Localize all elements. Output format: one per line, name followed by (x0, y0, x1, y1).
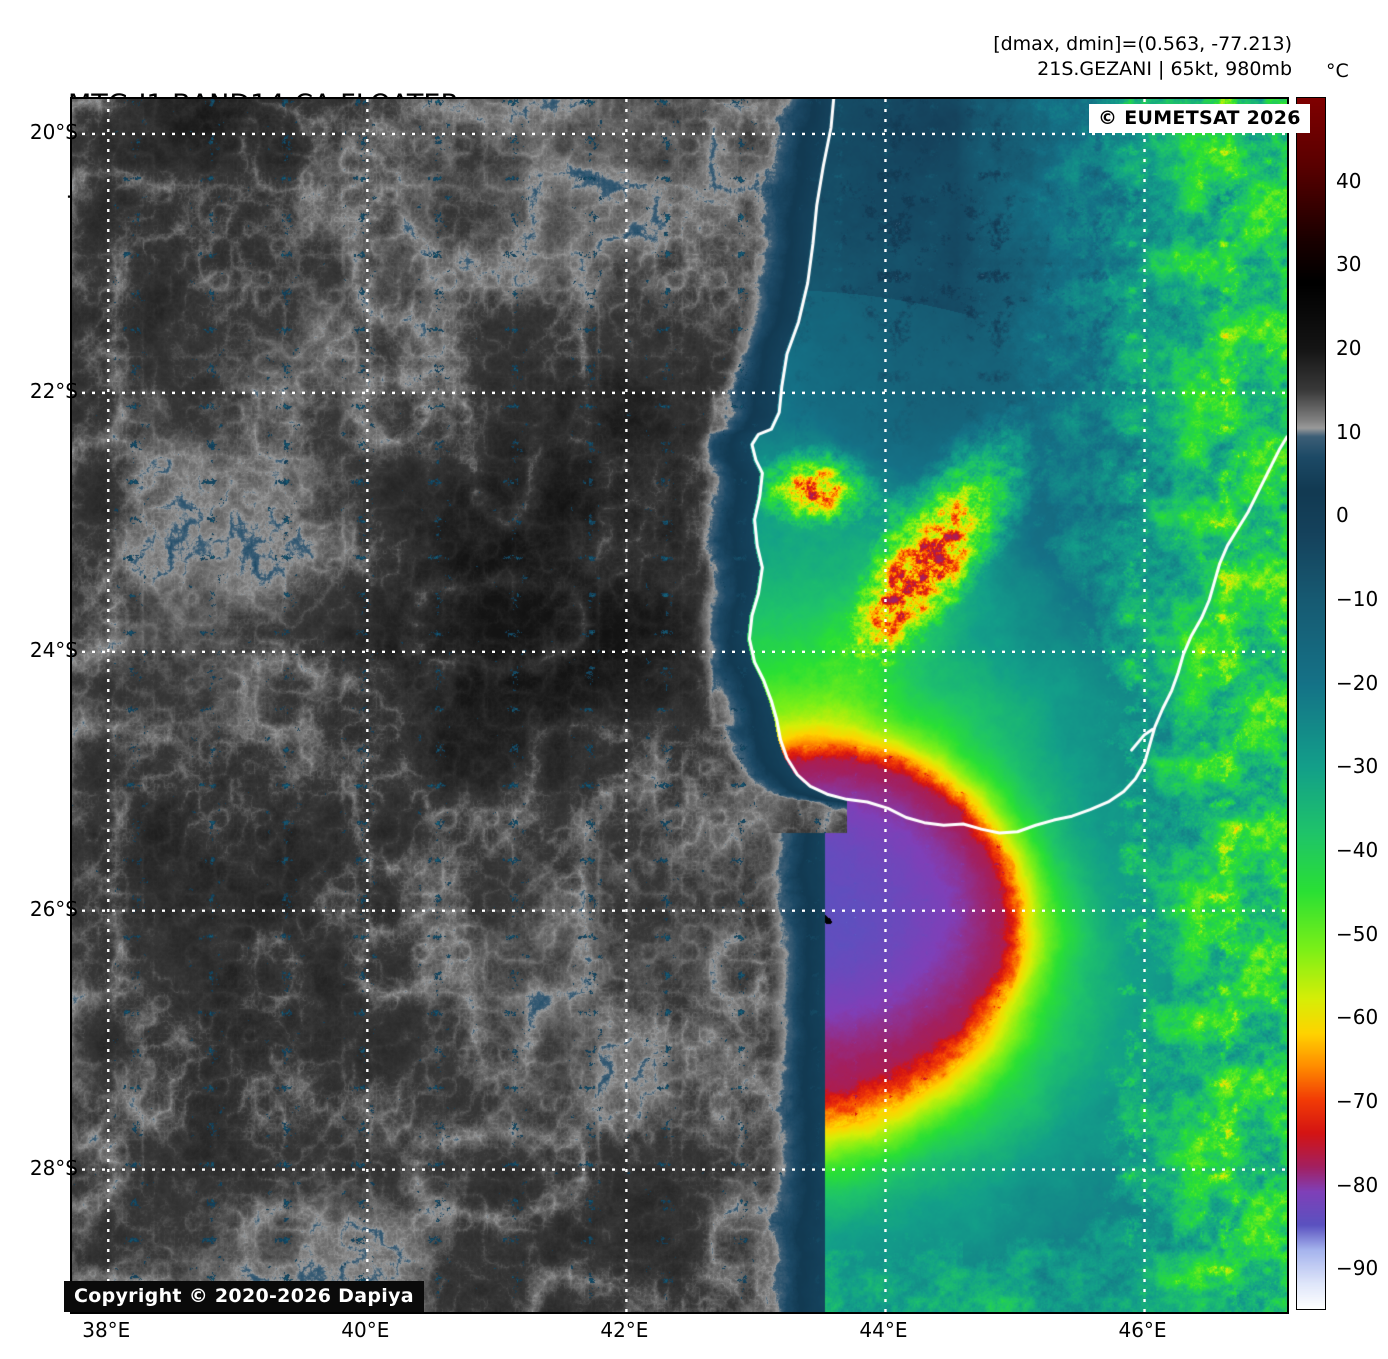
colorbar-tick-label: −70 (1336, 1088, 1379, 1113)
colorbar-tick-label: 30 (1336, 252, 1362, 277)
x-axis-tick-label: 40°E (341, 1318, 390, 1342)
storm-info-readout: 21S.GEZANI | 65kt, 980mb (1037, 58, 1292, 80)
metadata-block: [dmax, dmin]=(0.563, -77.213) 21S.GEZANI… (993, 32, 1292, 82)
y-axis-tick-label: 22°S (29, 378, 78, 403)
colorbar-tick-label: 10 (1336, 419, 1362, 444)
eumetsat-credit-banner: © EUMETSAT 2026 (1089, 104, 1310, 133)
y-axis-tick-label: 24°S (29, 637, 78, 662)
copyright-banner: Copyright © 2020-2026 Dapiya (64, 1281, 424, 1312)
colorbar-tick-label: −50 (1336, 921, 1379, 946)
colorbar-gradient (1297, 98, 1325, 1309)
colorbar-tick-label: −60 (1336, 1005, 1379, 1030)
y-axis-tick-label: 20°S (29, 119, 78, 144)
x-axis-tick-label: 42°E (600, 1318, 649, 1342)
x-axis-tick-label: 38°E (82, 1318, 131, 1342)
colorbar-tick-label: −90 (1336, 1256, 1379, 1281)
data-range-readout: [dmax, dmin]=(0.563, -77.213) (993, 33, 1292, 55)
y-axis-tick-label: 28°S (29, 1155, 78, 1180)
x-axis-tick-label: 44°E (859, 1318, 908, 1342)
colorbar-tick-label: 0 (1336, 503, 1349, 528)
colorbar-tick-label: −10 (1336, 586, 1379, 611)
satellite-image-plot (70, 97, 1289, 1314)
colorbar-unit-label: °C (1326, 60, 1349, 82)
satellite-imagery-canvas (72, 99, 1287, 1312)
y-axis-tick-label: 26°S (29, 896, 78, 921)
colorbar-tick-label: −40 (1336, 837, 1379, 862)
colorbar-tick-label: −80 (1336, 1172, 1379, 1197)
colorbar-tick-label: 40 (1336, 168, 1362, 193)
colorbar-tick-label: −30 (1336, 754, 1379, 779)
colorbar-tick-label: 20 (1336, 335, 1362, 360)
x-axis-tick-label: 46°E (1118, 1318, 1167, 1342)
colorbar (1296, 97, 1326, 1310)
colorbar-tick-label: −20 (1336, 670, 1379, 695)
